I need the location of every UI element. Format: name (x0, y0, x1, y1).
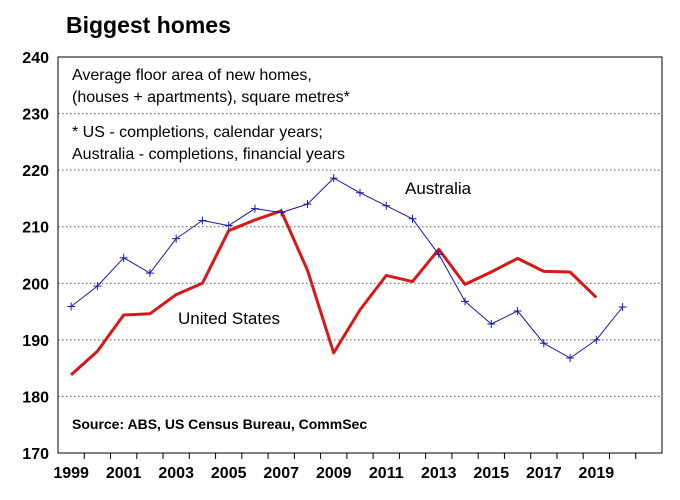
data-point-australia (198, 216, 207, 225)
data-point-australia (566, 353, 575, 362)
x-tick-label: 2007 (263, 465, 299, 482)
gridlines (58, 113, 662, 397)
y-tick-label: 170 (22, 446, 49, 463)
data-point-australia (329, 174, 338, 183)
plot-frame (57, 56, 663, 454)
x-tick-label: 2003 (158, 465, 194, 482)
x-tick-label: 1999 (53, 465, 89, 482)
data-point-australia (119, 253, 128, 262)
data-point-australia (356, 188, 364, 197)
y-tick-label: 180 (22, 389, 49, 406)
data-point-australia (277, 208, 286, 217)
y-tick-label: 220 (22, 163, 49, 180)
y-tick-label: 190 (22, 333, 49, 350)
subtitle: Average floor area of new homes, (houses… (72, 65, 350, 109)
data-point-australia (487, 320, 496, 329)
y-tick-label: 200 (22, 276, 49, 293)
footnote-line-2: Australia - completions, financial years (72, 146, 346, 163)
series-line-australia (70, 177, 623, 359)
data-point-australia (303, 200, 312, 209)
data-point-australia (67, 302, 76, 311)
data-point-australia (382, 201, 391, 210)
x-tick-label: 2013 (421, 465, 457, 482)
x-tick-label: 2011 (369, 465, 404, 482)
series-line-united-states (70, 209, 598, 377)
data-point-australia (145, 269, 154, 278)
data-point-australia (513, 307, 522, 316)
data-point-australia (592, 335, 601, 344)
data-point-australia (461, 297, 470, 306)
x-tick-label: 2005 (211, 465, 247, 482)
source-note: Source: ABS, US Census Bureau, CommSec (72, 416, 368, 432)
x-tick-label: 2019 (579, 465, 615, 482)
data-point-australia (250, 204, 259, 213)
y-axis-ticks: 170 180 190 200 210 220 230 240 (22, 50, 49, 463)
data-point-australia (539, 339, 548, 348)
data-point-australia (172, 234, 181, 243)
series-label-australia: Australia (405, 179, 472, 198)
subtitle-line-1: Average floor area of new homes, (72, 67, 312, 84)
x-tick-label: 2017 (526, 465, 562, 482)
data-point-australia (434, 250, 443, 259)
data-point-australia (408, 214, 417, 223)
footnote-line-1: * US - completions, calendar years; (72, 124, 323, 141)
x-tick-label: 2009 (316, 465, 352, 482)
footnote: * US - completions, calendar years; Aust… (72, 122, 345, 166)
chart-title: Biggest homes (66, 12, 231, 38)
data-point-australia (224, 221, 233, 230)
x-tick-label: 2001 (106, 465, 142, 482)
series-layer (67, 174, 627, 377)
data-point-australia (93, 282, 102, 291)
y-tick-label: 240 (22, 50, 49, 67)
y-tick-label: 210 (22, 220, 49, 237)
series-label-united-states: United States (178, 309, 280, 328)
subtitle-line-2: (houses + apartments), square metres* (72, 89, 350, 106)
y-tick-label: 230 (22, 107, 49, 124)
data-point-australia (618, 303, 627, 312)
x-axis-ticks: 1999 2001 2003 2005 2007 2009 2011 2013 2015 2017… (53, 453, 637, 482)
x-tick-label: 2015 (474, 465, 510, 482)
